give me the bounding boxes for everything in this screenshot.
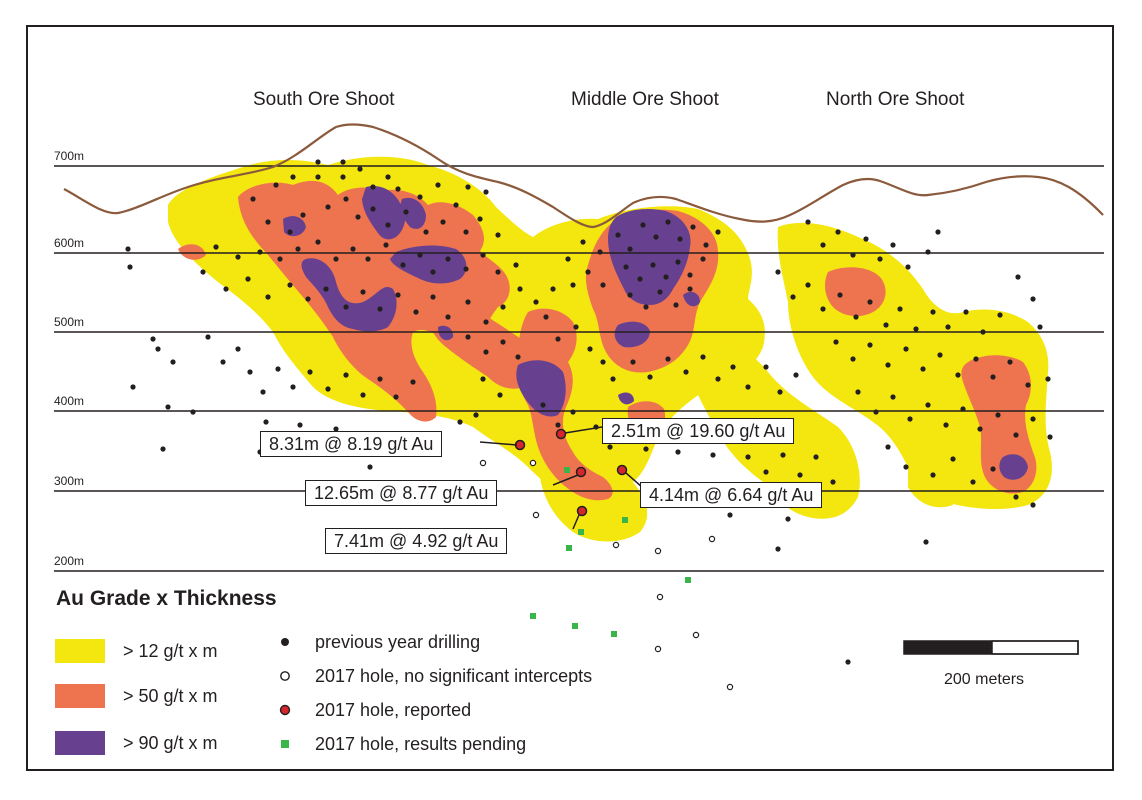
filled-black-dot-icon <box>281 638 289 646</box>
legend-grade-label-50: > 50 g/t x m <box>123 686 218 706</box>
grade-zone-purple <box>283 185 1028 480</box>
reported-hole-4 <box>616 464 628 476</box>
reported-hole-3 <box>575 466 587 478</box>
callout-7-41m: 7.41m @ 4.92 g/t Au <box>325 528 508 554</box>
elevation-label-400m: 400m <box>54 394 85 408</box>
scale-bar <box>903 640 1079 655</box>
shoot-label-south: South Ore Shoot <box>253 89 395 110</box>
callout-2-51m: 2.51m @ 19.60 g/t Au <box>602 418 795 444</box>
green-square-icon <box>281 740 289 748</box>
legend-no-intercepts-label: 2017 hole, no significant intercepts <box>315 666 593 686</box>
callout-leaders <box>479 426 643 530</box>
shoot-label-middle: Middle Ore Shoot <box>571 89 719 110</box>
elevation-label-200m: 200m <box>54 554 85 568</box>
legend-swatch-yellow <box>55 639 105 663</box>
long-section-figure: South Ore Shoot Middle Ore Shoot North O… <box>26 25 1114 771</box>
callout-8-31m: 8.31m @ 8.19 g/t Au <box>260 431 443 457</box>
elevation-label-300m: 300m <box>54 474 85 488</box>
elevation-label-700m: 700m <box>54 149 85 163</box>
reported-hole-2 <box>555 428 567 440</box>
elevation-label-500m: 500m <box>54 315 85 329</box>
legend-swatch-purple <box>55 731 105 755</box>
shoot-label-north: North Ore Shoot <box>826 89 965 110</box>
no-significant-intercept-holes <box>479 459 734 691</box>
legend-reported-label: 2017 hole, reported <box>315 700 472 720</box>
legend-grade-label-90: > 90 g/t x m <box>123 733 218 753</box>
scale-bar-label: 200 meters <box>944 671 1025 688</box>
legend-pending-label: 2017 hole, results pending <box>315 734 527 754</box>
red-dot-icon <box>279 704 291 716</box>
callout-12-65m: 12.65m @ 8.77 g/t Au <box>305 480 498 506</box>
legend-title: Au Grade x Thickness <box>56 587 277 610</box>
legend-previous-year-label: previous year drilling <box>315 632 481 652</box>
open-circle-icon <box>280 671 290 681</box>
callout-4-14m: 4.14m @ 6.64 g/t Au <box>640 482 823 508</box>
legend-grade-label-12: > 12 g/t x m <box>123 641 218 661</box>
legend-swatch-orange <box>55 684 105 708</box>
reported-hole-5 <box>576 505 588 517</box>
elevation-label-600m: 600m <box>54 236 85 250</box>
topography-line <box>63 123 1104 229</box>
